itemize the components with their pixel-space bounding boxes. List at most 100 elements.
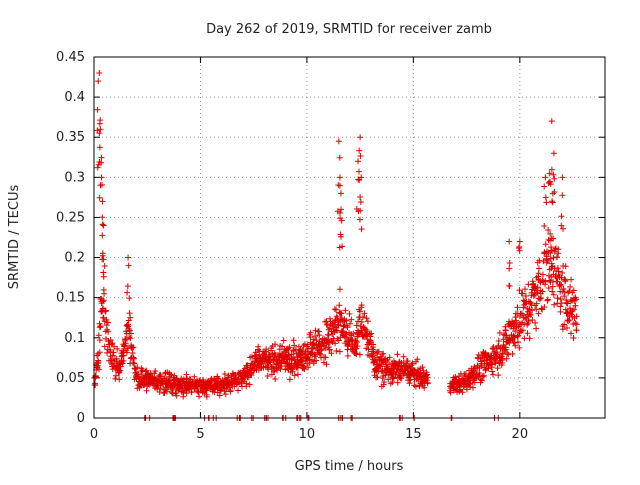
data-point: [222, 391, 229, 398]
data-point: [533, 306, 540, 313]
data-point: [515, 339, 522, 346]
data-point: [383, 358, 390, 365]
data-point: [354, 343, 361, 350]
data-point: [336, 174, 343, 181]
data-point: [191, 373, 198, 380]
data-point: [96, 130, 103, 137]
data-point: [535, 276, 542, 283]
data-point: [344, 324, 351, 331]
data-point: [294, 371, 301, 378]
data-point: [104, 349, 111, 356]
data-point: [370, 341, 377, 348]
data-point: [336, 302, 343, 309]
data-point: [357, 193, 364, 200]
data-point: [500, 336, 507, 343]
data-point: [94, 362, 101, 369]
data-point: [343, 317, 350, 324]
data-point: [475, 351, 482, 358]
data-point: [557, 308, 564, 315]
data-point: [558, 274, 565, 281]
data-point: [126, 310, 133, 317]
data-point: [511, 339, 518, 346]
data-point: [541, 223, 548, 230]
data-point: [369, 353, 376, 360]
x-tick-label: 20: [512, 427, 529, 442]
data-point: [386, 361, 393, 368]
y-tick-label: 0.4: [64, 90, 85, 105]
data-point: [346, 320, 353, 327]
y-axis-label: SRMTID / TECUs: [7, 185, 22, 290]
data-point: [489, 361, 496, 368]
data-point: [470, 384, 477, 391]
data-point: [521, 335, 528, 342]
data-point: [545, 180, 552, 187]
data-point: [97, 323, 104, 330]
data-point: [562, 278, 569, 285]
data-point: [124, 289, 131, 296]
data-point: [99, 181, 106, 188]
data-point: [520, 304, 527, 311]
data-point: [368, 330, 375, 337]
y-tick-label: 0.15: [56, 291, 85, 306]
data-point: [467, 380, 474, 387]
y-tick-label: 0: [77, 411, 85, 426]
plot-frame: [93, 56, 606, 419]
data-point: [333, 347, 340, 354]
data-point: [357, 207, 364, 214]
data-point: [570, 287, 577, 294]
data-point: [108, 357, 115, 364]
data-point: [506, 282, 513, 289]
data-point: [96, 366, 103, 373]
data-point: [336, 182, 343, 189]
data-point: [97, 126, 104, 133]
x-tick-label: 5: [196, 427, 204, 442]
data-point: [370, 346, 377, 353]
data-point: [353, 322, 360, 329]
data-point: [503, 355, 510, 362]
data-point: [568, 276, 575, 283]
data-point: [459, 389, 466, 396]
data-point: [323, 361, 330, 368]
data-point: [573, 321, 580, 328]
data-point: [409, 360, 416, 367]
data-point: [567, 283, 574, 290]
data-point: [358, 327, 365, 334]
data-point: [561, 289, 568, 296]
data-point: [419, 364, 426, 371]
data-point: [490, 371, 497, 378]
data-point: [338, 206, 345, 213]
data-point: [112, 372, 119, 379]
data-point: [564, 300, 571, 307]
data-point: [539, 277, 546, 284]
data-point: [374, 374, 381, 381]
data-point: [317, 347, 324, 354]
data-point: [269, 363, 276, 370]
data-point: [356, 216, 363, 223]
data-point: [112, 375, 119, 382]
data-point: [560, 285, 567, 292]
data-point: [516, 247, 523, 254]
data-point: [337, 190, 344, 197]
data-point: [496, 329, 503, 336]
data-point: [543, 256, 550, 263]
data-point: [482, 366, 489, 373]
data-point: [555, 268, 562, 275]
data-point: [336, 210, 343, 217]
data-point: [512, 342, 519, 349]
data-point: [101, 290, 108, 297]
data-point: [516, 238, 523, 245]
data-point: [101, 263, 108, 270]
data-point: [545, 284, 552, 291]
data-point: [506, 265, 513, 272]
data-point: [103, 316, 110, 323]
data-point: [125, 254, 132, 261]
data-point: [99, 198, 106, 205]
data-point: [322, 345, 329, 352]
data-point: [276, 362, 283, 369]
data-point: [388, 370, 395, 377]
data-point: [166, 371, 173, 378]
data-point: [358, 226, 365, 233]
data-point: [515, 332, 522, 339]
chart-title: Day 262 of 2019, SRMTID for receiver zam…: [206, 22, 492, 37]
data-point: [559, 192, 566, 199]
